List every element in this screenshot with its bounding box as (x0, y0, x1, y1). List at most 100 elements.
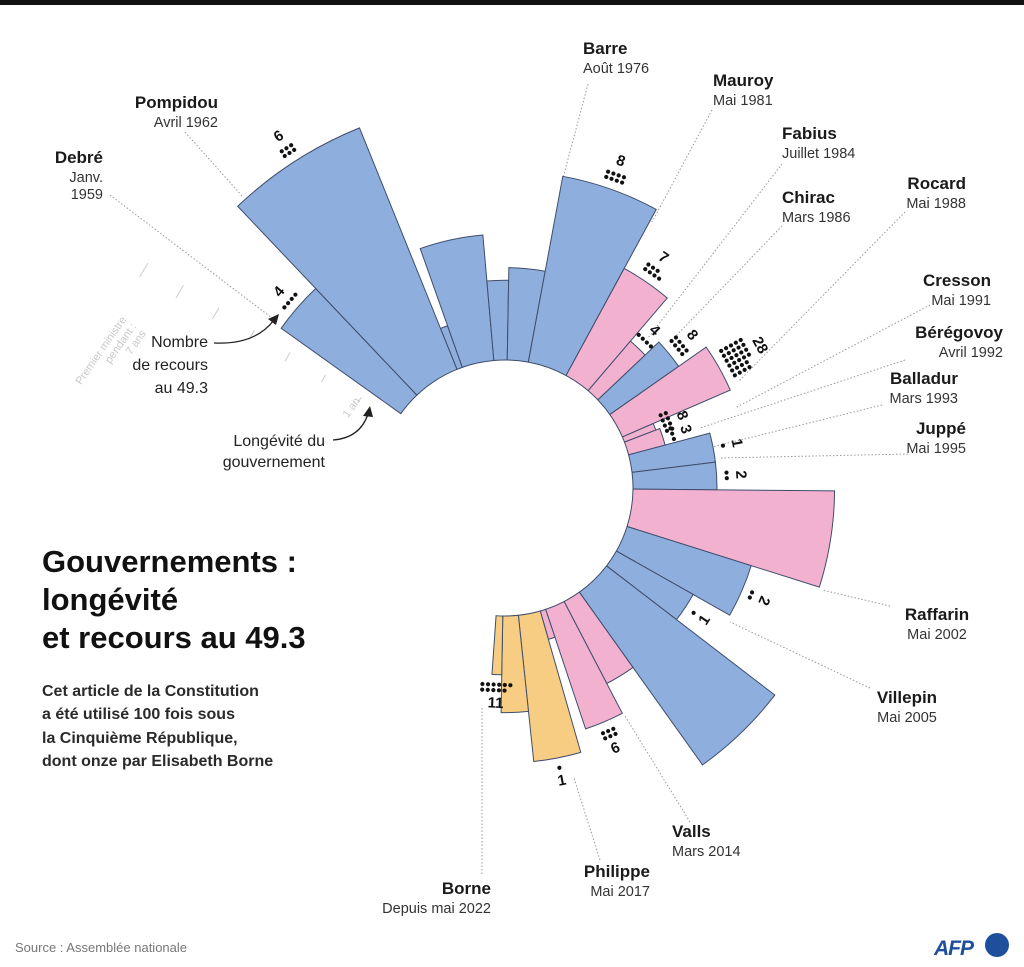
count-annotation-2: de recours (132, 357, 208, 374)
pm-start-date: Juillet 1984 (782, 146, 855, 162)
pm-label-philippe: Philippe Mai 2017 (584, 862, 650, 900)
pm-name: Raffarin (905, 605, 969, 624)
bar-valls (544, 600, 623, 730)
source-note: Source : Assemblée nationale (15, 940, 187, 955)
pm-name: Philippe (584, 862, 650, 881)
count-dot (287, 150, 292, 156)
count-dot (671, 436, 677, 442)
count-dot (284, 146, 289, 151)
leader-line (737, 211, 906, 383)
count-label: 28 (719, 334, 771, 378)
pm-name: Pompidou (135, 93, 218, 112)
count-value: 3 (676, 423, 695, 436)
count-dot (480, 687, 485, 692)
count-label: 2 (747, 590, 773, 608)
pm-name: Barre (583, 39, 627, 58)
count-dot (608, 734, 613, 739)
axis-tick (175, 285, 184, 299)
legend-length-annotation: Longévité du gouvernement (223, 406, 373, 471)
pm-name: Villepin (877, 688, 937, 707)
arrow-icon (213, 319, 275, 344)
count-dot (292, 147, 297, 153)
count-dot (616, 173, 621, 178)
count-dot (496, 688, 502, 693)
count-label: 4 (270, 283, 298, 310)
pm-start-date: Mai 1991 (931, 293, 991, 309)
leader-line (109, 194, 273, 319)
count-dot (726, 350, 731, 356)
count-dot (724, 470, 729, 475)
pm-label-valls: Valls Mars 2014 (672, 822, 741, 860)
count-value: 28 (748, 334, 771, 357)
count-dot (747, 365, 752, 370)
count-value: 2 (732, 470, 749, 479)
count-dot (742, 367, 747, 372)
count-label: 7 (643, 248, 672, 281)
leader-line (184, 131, 244, 198)
count-dot (731, 348, 736, 353)
count-dot (738, 337, 743, 343)
title-line-2: longévité (42, 582, 178, 617)
leader-line (821, 589, 891, 607)
count-dot (619, 180, 625, 185)
count-dot (282, 305, 287, 310)
pm-label-rocard: Rocard Mai 1988 (906, 174, 966, 212)
count-dot (724, 476, 729, 481)
count-dot (741, 355, 747, 360)
chart-title: Gouvernements : longévité et recours au … (42, 544, 306, 655)
count-dot (669, 338, 674, 344)
count-dot (741, 342, 746, 347)
count-dot (668, 426, 673, 431)
count-annotation-3: au 49.3 (155, 380, 208, 397)
legend-count-annotation: Nombre de recours au 49.3 (132, 314, 279, 397)
count-value: 6 (608, 739, 622, 758)
pm-labels: Debré Janv.1959 Pompidou Avril 1962 Barre Aoû… (55, 39, 1004, 917)
count-value: 8 (614, 152, 628, 171)
count-dot (603, 736, 608, 741)
pm-start-date: Depuis mai 2022 (382, 901, 491, 917)
leader-lines (109, 83, 931, 874)
top-rule (0, 0, 1024, 5)
pm-name: Bérégovoy (915, 323, 1003, 342)
count-dot (600, 731, 606, 736)
bar-government-23 (500, 614, 530, 714)
count-dot (732, 360, 737, 365)
count-dot (673, 343, 678, 348)
subtitle-line-1: Cet article de la Constitution (42, 683, 259, 700)
bar-pompidou (236, 127, 458, 396)
count-value: 7 (655, 248, 672, 267)
pm-name: Borne (442, 879, 491, 898)
bars (236, 127, 836, 766)
pm-start-date: Janv. (69, 170, 103, 186)
count-dot (727, 363, 732, 368)
count-dot (643, 267, 648, 272)
pm-label-bérégovoy: Bérégovoy Avril 1992 (915, 323, 1003, 361)
count-dot (621, 175, 627, 180)
pm-label-debré: Debré Janv.1959 (55, 148, 103, 203)
count-label: 2 (724, 470, 749, 481)
count-value: 6 (271, 127, 287, 146)
count-dot (491, 687, 496, 693)
length-annotation-1: Longévité du (233, 433, 325, 450)
leader-line (729, 621, 871, 689)
pm-start-date: Mai 1988 (906, 196, 966, 212)
count-dot (739, 350, 744, 355)
count-dot (670, 431, 675, 436)
count-annotation-1: Nombre (151, 334, 208, 351)
leader-line (647, 163, 783, 339)
count-dot (744, 360, 749, 365)
count-dot (721, 353, 727, 358)
pm-label-mauroy: Mauroy Mai 1981 (713, 71, 774, 109)
count-dot (606, 169, 611, 174)
count-dot (655, 268, 660, 273)
pm-start-date: Avril 1962 (154, 115, 218, 131)
pm-label-villepin: Villepin Mai 2005 (877, 688, 937, 726)
pm-name: Debré (55, 148, 103, 167)
count-dot (737, 370, 742, 375)
leader-line (671, 225, 783, 341)
pm-name: Chirac (782, 188, 835, 207)
subtitle-line-4: dont onze par Elisabeth Borne (42, 753, 273, 770)
count-value: 4 (270, 283, 289, 301)
bar-barre (527, 175, 657, 377)
